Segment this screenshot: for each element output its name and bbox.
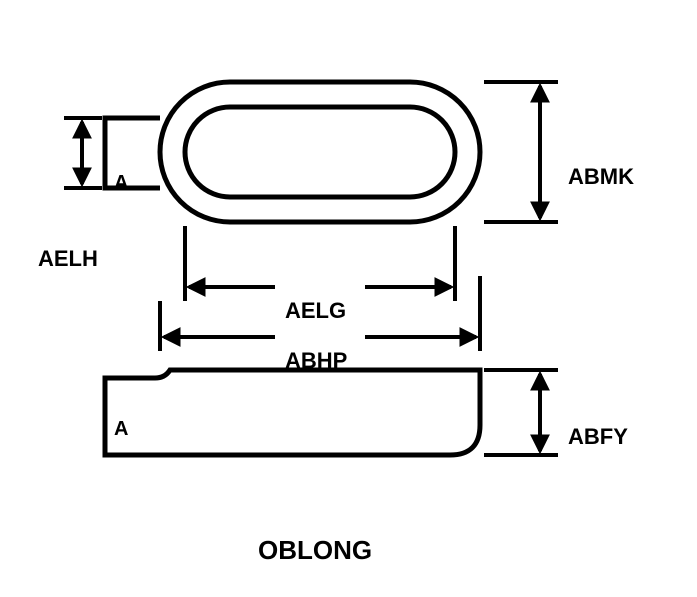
diagram-title: OBLONG	[258, 535, 372, 566]
dim-label-aelg: AELG	[285, 298, 346, 324]
dim-label-aelh: AELH	[38, 246, 98, 272]
section-ref-side: A	[114, 418, 128, 441]
section-ref-top: A	[114, 172, 128, 195]
dim-label-abhp: ABHP	[285, 348, 347, 374]
dim-label-abfy: ABFY	[568, 424, 628, 450]
technical-diagram	[0, 0, 697, 597]
dim-label-abmk: ABMK	[568, 164, 634, 190]
